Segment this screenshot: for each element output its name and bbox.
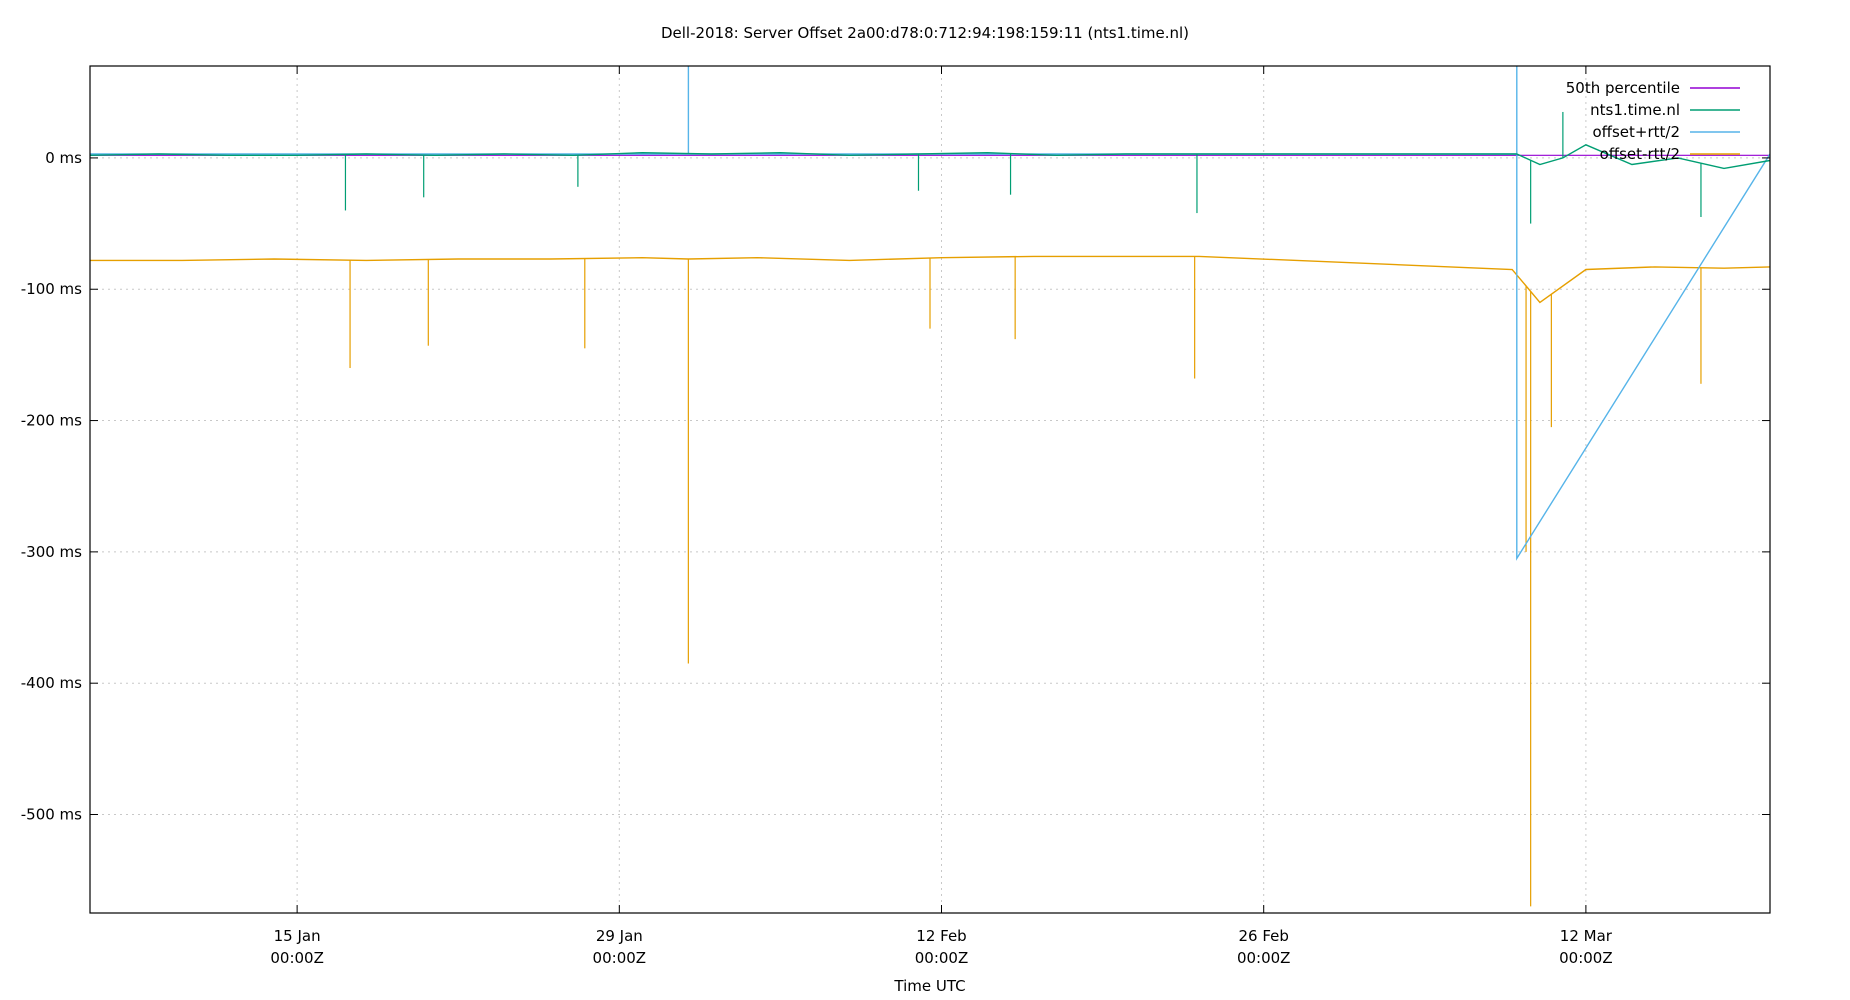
x-tick-label-date: 26 Feb	[1238, 927, 1288, 945]
y-tick-label: -500 ms	[21, 806, 82, 824]
x-tick-label-time: 00:00Z	[915, 949, 969, 967]
series-line	[90, 255, 1770, 304]
x-axis-label: Time UTC	[893, 977, 965, 995]
x-tick-label-date: 12 Mar	[1560, 927, 1613, 945]
x-tick-label-time: 00:00Z	[270, 949, 324, 967]
legend-label: offset+rtt/2	[1592, 123, 1680, 141]
x-tick-label-date: 29 Jan	[596, 927, 643, 945]
x-tick-label-date: 12 Feb	[916, 927, 966, 945]
x-axis: 15 Jan 00:00Z 29 Jan 00:00Z 12 Feb 00:00Z 26 F…	[270, 66, 1613, 967]
y-tick-label: 0 ms	[45, 149, 82, 167]
legend: 50th percentile nts1.time.nl offset+rtt/2 o…	[1566, 79, 1740, 163]
x-tick-label-time: 00:00Z	[1559, 949, 1613, 967]
series-line	[90, 144, 1770, 170]
legend-label: 50th percentile	[1566, 79, 1680, 97]
y-tick-label: -100 ms	[21, 280, 82, 298]
x-tick-label-date: 15 Jan	[274, 927, 321, 945]
x-tick-label-time: 00:00Z	[1237, 949, 1291, 967]
y-tick-label: -200 ms	[21, 412, 82, 430]
series-1	[90, 111, 1770, 224]
chart-title: Dell-2018: Server Offset 2a00:d78:0:712:…	[661, 24, 1189, 42]
series-layer	[90, 66, 1770, 907]
legend-label: offset-rtt/2	[1600, 145, 1680, 163]
y-tick-label: -400 ms	[21, 674, 82, 692]
x-tick-label-time: 00:00Z	[593, 949, 647, 967]
legend-label: nts1.time.nl	[1590, 101, 1680, 119]
plot-frame	[89, 65, 1771, 914]
y-axis: 0 ms -100 ms -200 ms -300 ms -400 ms -500 ms	[21, 149, 1770, 824]
series-3	[90, 255, 1770, 907]
grid-lines	[90, 66, 1770, 913]
y-tick-label: -300 ms	[21, 543, 82, 561]
